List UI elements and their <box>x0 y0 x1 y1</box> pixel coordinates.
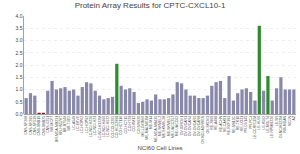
svg-text:CO-HCT116: CO-HCT116 <box>119 116 123 135</box>
svg-text:OV-IGROV1: OV-IGROV1 <box>180 116 184 135</box>
svg-text:1.0: 1.0 <box>16 86 23 92</box>
svg-text:RE-RXF393: RE-RXF393 <box>227 116 231 135</box>
svg-text:0.0: 0.0 <box>16 111 23 117</box>
svg-text:Protein Array Results for CPTC: Protein Array Results for CPTC-CXCL10-1 <box>75 1 226 10</box>
svg-text:RE-UO31: RE-UO31 <box>240 116 244 131</box>
svg-text:NCI60 Cell Lines: NCI60 Cell Lines <box>137 145 182 151</box>
svg-text:WB-MDAN: WB-MDAN <box>283 115 287 133</box>
svg-text:LE-K562: LE-K562 <box>262 116 266 130</box>
svg-text:AZ: AZ <box>292 115 296 120</box>
svg-text:LE-SR: LE-SR <box>275 115 279 126</box>
svg-text:GI-NCIH322M: GI-NCIH322M <box>279 116 283 138</box>
svg-text:PR-DU145: PR-DU145 <box>244 116 248 133</box>
svg-text:LC-EKVX: LC-EKVX <box>76 115 80 131</box>
svg-text:RE-TK10: RE-TK10 <box>236 116 240 130</box>
svg-text:RE-ACHN: RE-ACHN <box>219 115 223 131</box>
svg-text:RE-CAKI1: RE-CAKI1 <box>223 116 227 132</box>
svg-text:LE-HL60: LE-HL60 <box>257 116 261 130</box>
svg-text:CNS-SNB75: CNS-SNB75 <box>42 116 46 136</box>
svg-text:CO-SW620: CO-SW620 <box>137 116 141 134</box>
svg-text:LE-CCRFCEM: LE-CCRFCEM <box>253 116 257 139</box>
svg-text:NCI-N: NCI-N <box>288 115 292 125</box>
svg-text:4.0: 4.0 <box>16 13 23 19</box>
svg-text:CNS-SF539: CNS-SF539 <box>33 116 37 135</box>
svg-text:BR-MDA-MB231: BR-MDA-MB231 <box>55 116 59 142</box>
svg-text:BR-BT549: BR-BT549 <box>63 116 67 132</box>
svg-text:BR-MCF7: BR-MCF7 <box>50 116 54 132</box>
svg-text:2.5: 2.5 <box>16 50 23 56</box>
svg-text:LE-MOLT4: LE-MOLT4 <box>266 116 270 133</box>
svg-text:CO-HT29: CO-HT29 <box>128 116 132 131</box>
svg-text:OV-OVCAR5: OV-OVCAR5 <box>193 116 197 136</box>
svg-text:CO-KM12: CO-KM12 <box>132 116 136 132</box>
svg-text:RE-SN12C: RE-SN12C <box>232 115 236 133</box>
svg-text:OV-SKOV3: OV-SKOV3 <box>206 116 210 134</box>
svg-text:3.5: 3.5 <box>16 25 23 31</box>
svg-text:1.5: 1.5 <box>16 74 23 80</box>
svg-text:ME-MALME3M: ME-MALME3M <box>145 116 149 140</box>
svg-text:RE-A498: RE-A498 <box>214 116 218 130</box>
svg-text:BR-HS578T: BR-HS578T <box>59 115 63 135</box>
svg-text:ME-SKMEL2: ME-SKMEL2 <box>158 116 162 136</box>
svg-text:OV-OVCAR4: OV-OVCAR4 <box>188 116 192 136</box>
svg-text:LC-NCI-H226: LC-NCI-H226 <box>89 116 93 137</box>
svg-text:CO-HCT15: CO-HCT15 <box>124 116 128 134</box>
svg-text:LE-RPMI8226: LE-RPMI8226 <box>270 116 274 138</box>
svg-text:BR-T47D: BR-T47D <box>67 115 71 130</box>
svg-text:LC-NCI-H322M: LC-NCI-H322M <box>98 116 102 140</box>
svg-text:ME-MDA-MB435: ME-MDA-MB435 <box>154 116 158 143</box>
svg-text:CNS-U251: CNS-U251 <box>46 116 50 133</box>
svg-text:ME-LOXIMVI: ME-LOXIMVI <box>141 116 145 137</box>
svg-text:LC-NCI-H522: LC-NCI-H522 <box>106 116 110 137</box>
svg-text:LC-HOP62: LC-HOP62 <box>80 116 84 133</box>
svg-text:PR-PC3: PR-PC3 <box>249 116 253 129</box>
svg-text:OV-OVCAR3: OV-OVCAR3 <box>184 116 188 136</box>
svg-text:CO-COLO205: CO-COLO205 <box>111 116 115 138</box>
svg-text:LC-NCI-H23: LC-NCI-H23 <box>93 116 97 135</box>
svg-text:CO-HCC2998: CO-HCC2998 <box>115 116 119 138</box>
svg-text:LC-NCI-H460: LC-NCI-H460 <box>102 116 106 137</box>
svg-text:ME-M14: ME-M14 <box>150 116 154 129</box>
svg-text:CNS-SF295: CNS-SF295 <box>29 116 33 135</box>
svg-text:OV-OVCAR8: OV-OVCAR8 <box>197 116 201 136</box>
svg-text:CNS-SF268: CNS-SF268 <box>24 116 28 135</box>
svg-text:OV-NCI-ADRRES: OV-NCI-ADRRES <box>201 115 205 143</box>
svg-text:CNS-SNB19: CNS-SNB19 <box>37 116 41 136</box>
svg-text:3.0: 3.0 <box>16 37 23 43</box>
svg-text:2.0: 2.0 <box>16 62 23 68</box>
svg-text:ME-SKMEL28: ME-SKMEL28 <box>162 116 166 138</box>
svg-text:0.5: 0.5 <box>16 99 23 105</box>
svg-text:ME-UACC257: ME-UACC257 <box>171 116 175 138</box>
svg-text:ME-UACC62: ME-UACC62 <box>175 116 179 136</box>
svg-text:LC-HOP92: LC-HOP92 <box>85 116 89 133</box>
svg-text:RE-7860: RE-7860 <box>210 116 214 130</box>
svg-text:LC-A549: LC-A549 <box>72 116 76 130</box>
svg-text:ME-SKMEL5: ME-SKMEL5 <box>167 116 171 136</box>
